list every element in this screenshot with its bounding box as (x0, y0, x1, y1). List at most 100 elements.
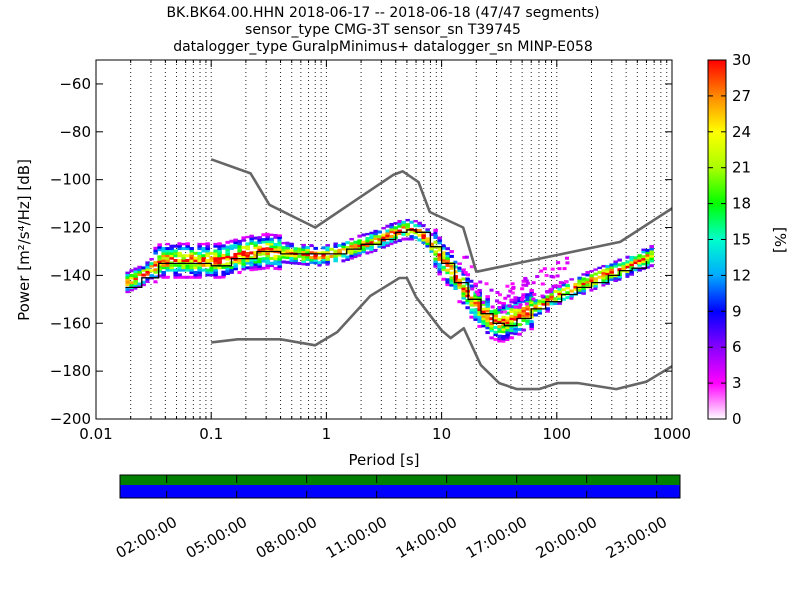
psd-cell (313, 246, 318, 250)
coverage-bar-top (120, 475, 680, 485)
psd-outlier-cell (524, 302, 529, 306)
psd-cell (253, 241, 258, 245)
psd-cell (397, 229, 402, 233)
psd-cell (501, 315, 506, 319)
x-tick-label: 1 (322, 425, 332, 443)
psd-cell (385, 224, 390, 228)
psd-outlier-cell (484, 282, 489, 286)
psd-cell (337, 253, 342, 257)
psd-cell (153, 261, 158, 265)
psd-cell (357, 253, 362, 257)
psd-cell (437, 236, 442, 240)
psd-cell (457, 261, 462, 265)
psd-cell (257, 240, 262, 244)
psd-cell (165, 249, 170, 253)
psd-cell (345, 250, 350, 254)
psd-cell (373, 229, 378, 233)
psd-cell (505, 297, 510, 301)
psd-cell (349, 234, 354, 238)
psd-cell (285, 244, 290, 248)
psd-cell (369, 252, 374, 256)
psd-outlier-cell (478, 280, 483, 284)
psd-cell (513, 315, 518, 319)
psd-cell (297, 262, 302, 266)
psd-outlier-cell (531, 281, 536, 285)
psd-cell (593, 279, 598, 283)
psd-cell (321, 251, 326, 255)
psd-cell (217, 254, 222, 258)
psd-cell (281, 248, 286, 252)
psd-cell (125, 278, 130, 282)
psd-cell (501, 337, 506, 341)
psd-cell (501, 306, 506, 310)
psd-cell (545, 295, 550, 299)
psd-cell (401, 216, 406, 220)
psd-cell (437, 231, 442, 235)
psd-cell (441, 258, 446, 262)
psd-cell (625, 262, 630, 266)
psd-cell (453, 265, 458, 269)
psd-cell (265, 268, 270, 272)
psd-cell (501, 342, 506, 346)
psd-outlier-cell (556, 261, 561, 265)
psd-cell (449, 283, 454, 287)
psd-cell (593, 289, 598, 293)
psd-cell (573, 285, 578, 289)
psd-cell (261, 252, 266, 256)
psd-cell (161, 271, 166, 275)
psd-cell (165, 239, 170, 243)
psd-cell (485, 309, 490, 313)
y-tick-label: −200 (50, 410, 91, 428)
psd-cell (509, 314, 514, 318)
psd-outlier-cell (469, 265, 474, 269)
psd-cell (469, 303, 474, 307)
psd-cell (497, 325, 502, 329)
psd-cell (209, 266, 214, 270)
psd-cell (133, 272, 138, 276)
psd-cell (581, 289, 586, 293)
psd-cell (517, 308, 522, 312)
y-tick-label: −140 (50, 266, 91, 284)
psd-cell (161, 275, 166, 279)
psd-cell (449, 290, 454, 294)
psd-cell (205, 268, 210, 272)
noise-model-curves (210, 158, 673, 391)
psd-cell (213, 256, 218, 260)
psd-cell (521, 306, 526, 310)
psd-cell (301, 243, 306, 247)
psd-cell (129, 274, 134, 278)
psd-cell (337, 239, 342, 243)
psd-cell (265, 266, 270, 270)
psd-cell (533, 303, 538, 307)
psd-cell (625, 274, 630, 278)
psd-cell (601, 269, 606, 273)
psd-cell (365, 241, 370, 245)
psd-cell (237, 251, 242, 255)
psd-cell (197, 266, 202, 270)
psd-cell (557, 289, 562, 293)
psd-outlier-cell (539, 269, 544, 273)
psd-cell (225, 248, 230, 252)
psd-cell (341, 259, 346, 263)
psd-cell (637, 261, 642, 265)
psd-cell (497, 310, 502, 314)
psd-plot-area: 0.01 0.1 1 10 100 1000 −60 −80 −100 −120 −140 −160… (50, 59, 691, 443)
psd-cell (245, 271, 250, 275)
psd-cell (381, 226, 386, 230)
psd-cell (265, 259, 270, 263)
psd-cell (437, 253, 442, 257)
psd-cell (129, 269, 134, 273)
psd-cell (501, 334, 506, 338)
psd-cell (369, 240, 374, 244)
psd-cell (577, 279, 582, 283)
psd-cell (581, 287, 586, 291)
psd-cell (609, 263, 614, 267)
psd-cell (533, 313, 538, 317)
psd-cell (257, 252, 262, 256)
psd-cell (389, 234, 394, 238)
psd-cell (449, 281, 454, 285)
psd-cell (589, 267, 594, 271)
psd-cell (445, 256, 450, 260)
psd-cell (157, 248, 162, 252)
psd-cell (321, 253, 326, 257)
